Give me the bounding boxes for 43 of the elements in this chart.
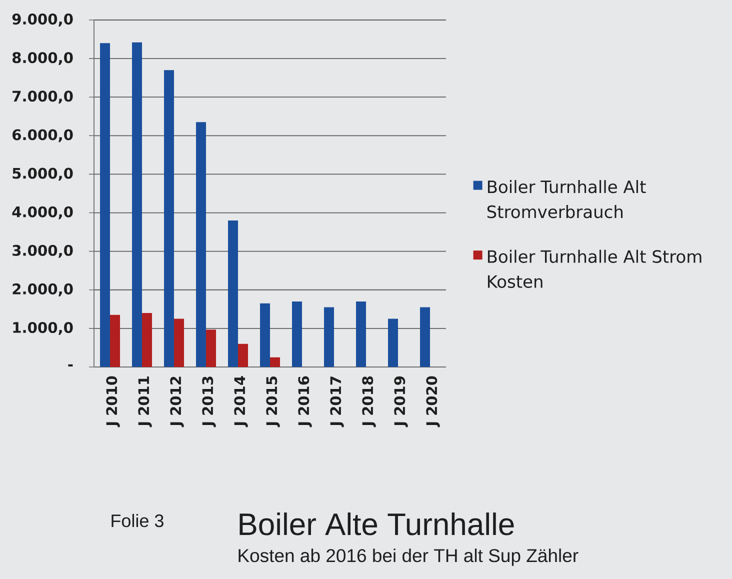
- y-tick-label: 6.000,0: [12, 129, 73, 142]
- x-tick-label: J 2014: [234, 376, 248, 428]
- y-tick-label: -: [68, 364, 73, 366]
- legend-label: Boiler Turnhalle Alt Stromverbrauch: [487, 180, 646, 218]
- x-tick-label: J 2011: [138, 376, 152, 428]
- bar: [356, 301, 366, 367]
- bar: [196, 122, 206, 367]
- bar: [238, 344, 248, 367]
- bar: [228, 220, 238, 367]
- bar: [164, 70, 174, 367]
- x-tick-label: J 2018: [362, 376, 376, 428]
- text: Kosten ab 2016 bei der TH alt Sup Zähler: [238, 548, 578, 566]
- y-tick-label: 4.000,0: [12, 206, 73, 220]
- legend-label: Boiler Turnhalle Alt Strom Kosten: [488, 250, 702, 288]
- bar: [110, 314, 120, 367]
- x-tick-label: J 2016: [298, 376, 312, 428]
- x-tick-label: J 2017: [330, 376, 344, 428]
- y-tick-label: 5.000,0: [12, 168, 73, 181]
- bar: [132, 42, 142, 367]
- x-tick-label: J 2020: [426, 376, 440, 428]
- bar: [142, 313, 152, 367]
- bar: [292, 301, 302, 367]
- y-tick-label: 3.000,0: [12, 244, 73, 258]
- bar: [206, 330, 216, 367]
- y-tick-label: 9.000,0: [12, 14, 73, 26]
- x-tick-label: J 2013: [202, 376, 216, 428]
- bar: [174, 318, 184, 367]
- y-tick-label: 8.000,0: [12, 52, 73, 66]
- text: Folie 3: [112, 514, 164, 528]
- bar: [260, 303, 270, 367]
- bar: [324, 307, 334, 367]
- x-tick-label: J 2010: [106, 376, 120, 428]
- y-tick-label: 1.000,0: [13, 322, 73, 335]
- bar: [100, 43, 110, 367]
- bar: [270, 357, 280, 367]
- x-tick-label: J 2019: [394, 376, 408, 428]
- y-tick-label: 2.000,0: [12, 283, 73, 296]
- bar: [388, 318, 398, 367]
- text: Boiler Alte Turnhalle: [240, 512, 514, 536]
- x-tick-label: J 2012: [170, 376, 184, 428]
- x-tick-label: J 2015: [266, 376, 280, 428]
- bar: [420, 307, 430, 367]
- y-tick-label: 7.000,0: [12, 90, 73, 104]
